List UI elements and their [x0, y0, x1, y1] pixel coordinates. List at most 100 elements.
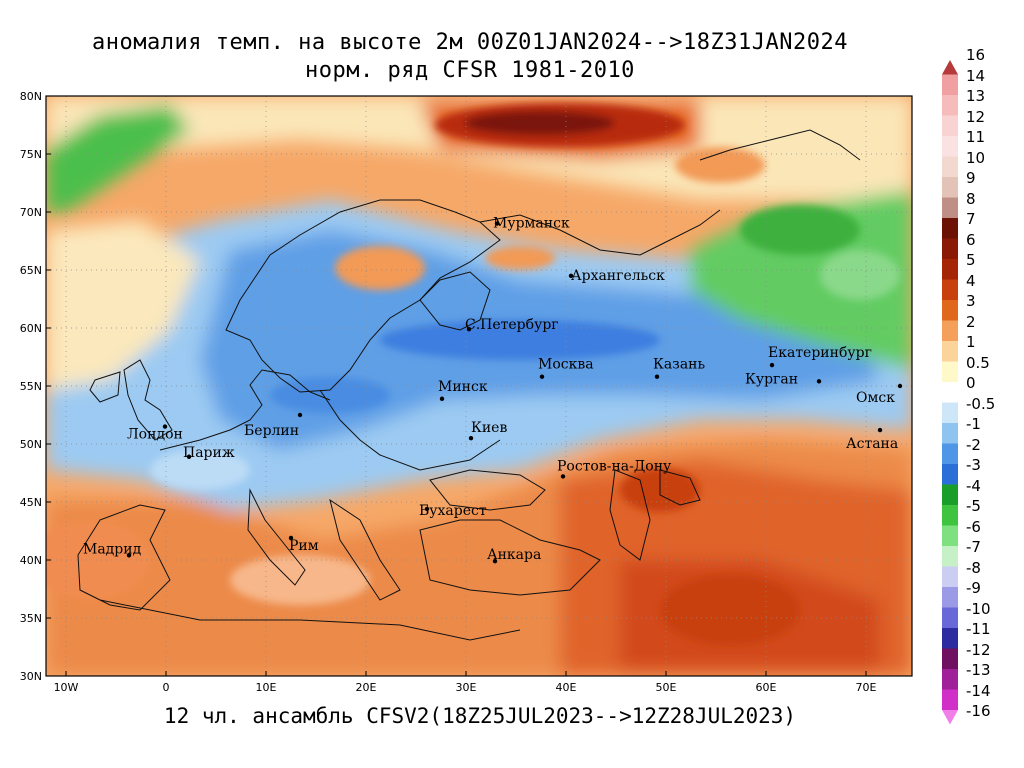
city-label: Бухарест [419, 503, 487, 519]
city-dot [439, 396, 445, 401]
colorbar-swatch [942, 648, 958, 669]
city-label: Ростов-на-Дону [557, 458, 672, 474]
city-label: Минск [438, 379, 488, 395]
city-markers: Мурманск Архангельск С.Петербург Москва Каза… [83, 216, 903, 564]
colorbar-label: -16 [966, 702, 991, 720]
lon-label: 20E [356, 681, 377, 694]
colorbar-swatch [942, 341, 958, 362]
city-label: Лондон [127, 427, 183, 443]
colorbar-label: 1 [966, 333, 976, 351]
city-label: Астана [846, 436, 898, 452]
colorbar-label: -12 [966, 640, 991, 659]
colorbar-label: 6 [966, 230, 976, 249]
colorbar-label: -1 [966, 415, 981, 433]
colorbar-label: -6 [966, 517, 981, 536]
colorbar-swatch [942, 464, 958, 485]
colorbar-swatch [942, 423, 958, 444]
colorbar-swatch [942, 320, 958, 341]
colorbar-cap-bottom [942, 710, 958, 725]
colorbar-swatch [942, 197, 958, 218]
colorbar-swatch [942, 607, 958, 628]
colorbar-swatch [942, 669, 958, 690]
lat-label: 35N [20, 612, 42, 625]
colorbar-swatch [942, 115, 958, 136]
city-dot [816, 379, 822, 384]
colorbar-label: 16 [966, 46, 986, 64]
lat-label: 65N [20, 264, 42, 277]
colorbar-swatch [942, 74, 958, 95]
colorbar-label: 3 [966, 292, 976, 310]
city-dot [539, 374, 545, 379]
city-label: Париж [183, 445, 235, 461]
lon-label: 70E [856, 681, 877, 694]
axis-ticks [46, 95, 867, 677]
city-dot [494, 221, 500, 226]
city-label: Омск [856, 390, 895, 406]
city-dot [769, 362, 775, 368]
colorbar-label: 4 [966, 271, 976, 290]
lat-label: 60N [20, 322, 42, 335]
city-dot [466, 326, 472, 332]
colorbar-label: 9 [966, 169, 976, 187]
colorbar-swatch [942, 95, 958, 116]
city-label: Мурманск [493, 216, 570, 232]
city-label: Анкара [487, 547, 541, 563]
colorbar-swatch [942, 443, 958, 464]
colorbar-swatch [942, 218, 958, 239]
colorbar-label: -5 [966, 497, 981, 515]
colorbar-label: 13 [966, 87, 986, 105]
lat-label: 75N [20, 148, 42, 161]
city-dot [297, 412, 303, 418]
city-label: Москва [538, 357, 594, 373]
city-dot [560, 474, 566, 479]
map-gridlines [46, 96, 912, 676]
colorbar-label: 5 [966, 251, 976, 269]
colorbar-label: 2 [966, 312, 976, 331]
colorbar-swatch [942, 525, 958, 546]
lon-label: 50E [656, 681, 677, 694]
lat-label: 70N [20, 206, 42, 219]
city-dot [126, 553, 132, 558]
colorbar-label: 11 [966, 128, 986, 146]
colorbar-swatch [942, 382, 958, 403]
lat-label: 40N [20, 554, 42, 567]
colorbar-swatch [942, 587, 958, 608]
lat-label: 50N [20, 438, 42, 451]
colorbar-label: -0.5 [966, 394, 996, 413]
colorbar-swatch [942, 238, 958, 259]
city-label: Архангельск [571, 268, 665, 284]
lon-label: 40E [556, 681, 577, 694]
city-label: Курган [745, 371, 798, 387]
colorbar-swatch [942, 279, 958, 300]
colorbar-swatch [942, 566, 958, 587]
chart-subtitle: 12 чл. ансамбль CFSV2(18Z25JUL2023-->12Z… [163, 704, 797, 728]
lon-label: 60E [756, 681, 777, 694]
colorbar-swatch [942, 177, 958, 198]
colorbar-label: -10 [966, 599, 991, 618]
colorbar-label: 0 [966, 374, 976, 392]
colorbar-label: -4 [966, 476, 981, 495]
colorbar-swatch [942, 361, 958, 382]
city-label: Мадрид [83, 541, 142, 557]
lon-label: 10W [54, 681, 79, 694]
colorbar-swatch [942, 300, 958, 321]
lon-label: 10E [256, 681, 277, 694]
colorbar-label: 8 [966, 189, 976, 208]
colorbar-swatch [942, 546, 958, 567]
colorbar-cap-top [942, 60, 958, 75]
colorbar-label: 0.5 [966, 353, 990, 372]
lat-label: 45N [20, 496, 42, 509]
colorbar-label: 7 [966, 210, 976, 228]
colorbar-swatch [942, 156, 958, 177]
colorbar-label: -2 [966, 435, 981, 454]
city-label: Казань [653, 357, 705, 373]
lat-label: 55N [20, 380, 42, 393]
colorbar-swatch [942, 402, 958, 423]
city-label: Киев [471, 420, 507, 436]
city-label: Рим [289, 538, 319, 554]
city-dot [654, 374, 660, 379]
longitude-labels: 10W 0 10E 20E 30E 40E 50E 60E 70E [54, 681, 877, 694]
city-dot [568, 273, 574, 278]
colorbar-swatch [942, 259, 958, 280]
